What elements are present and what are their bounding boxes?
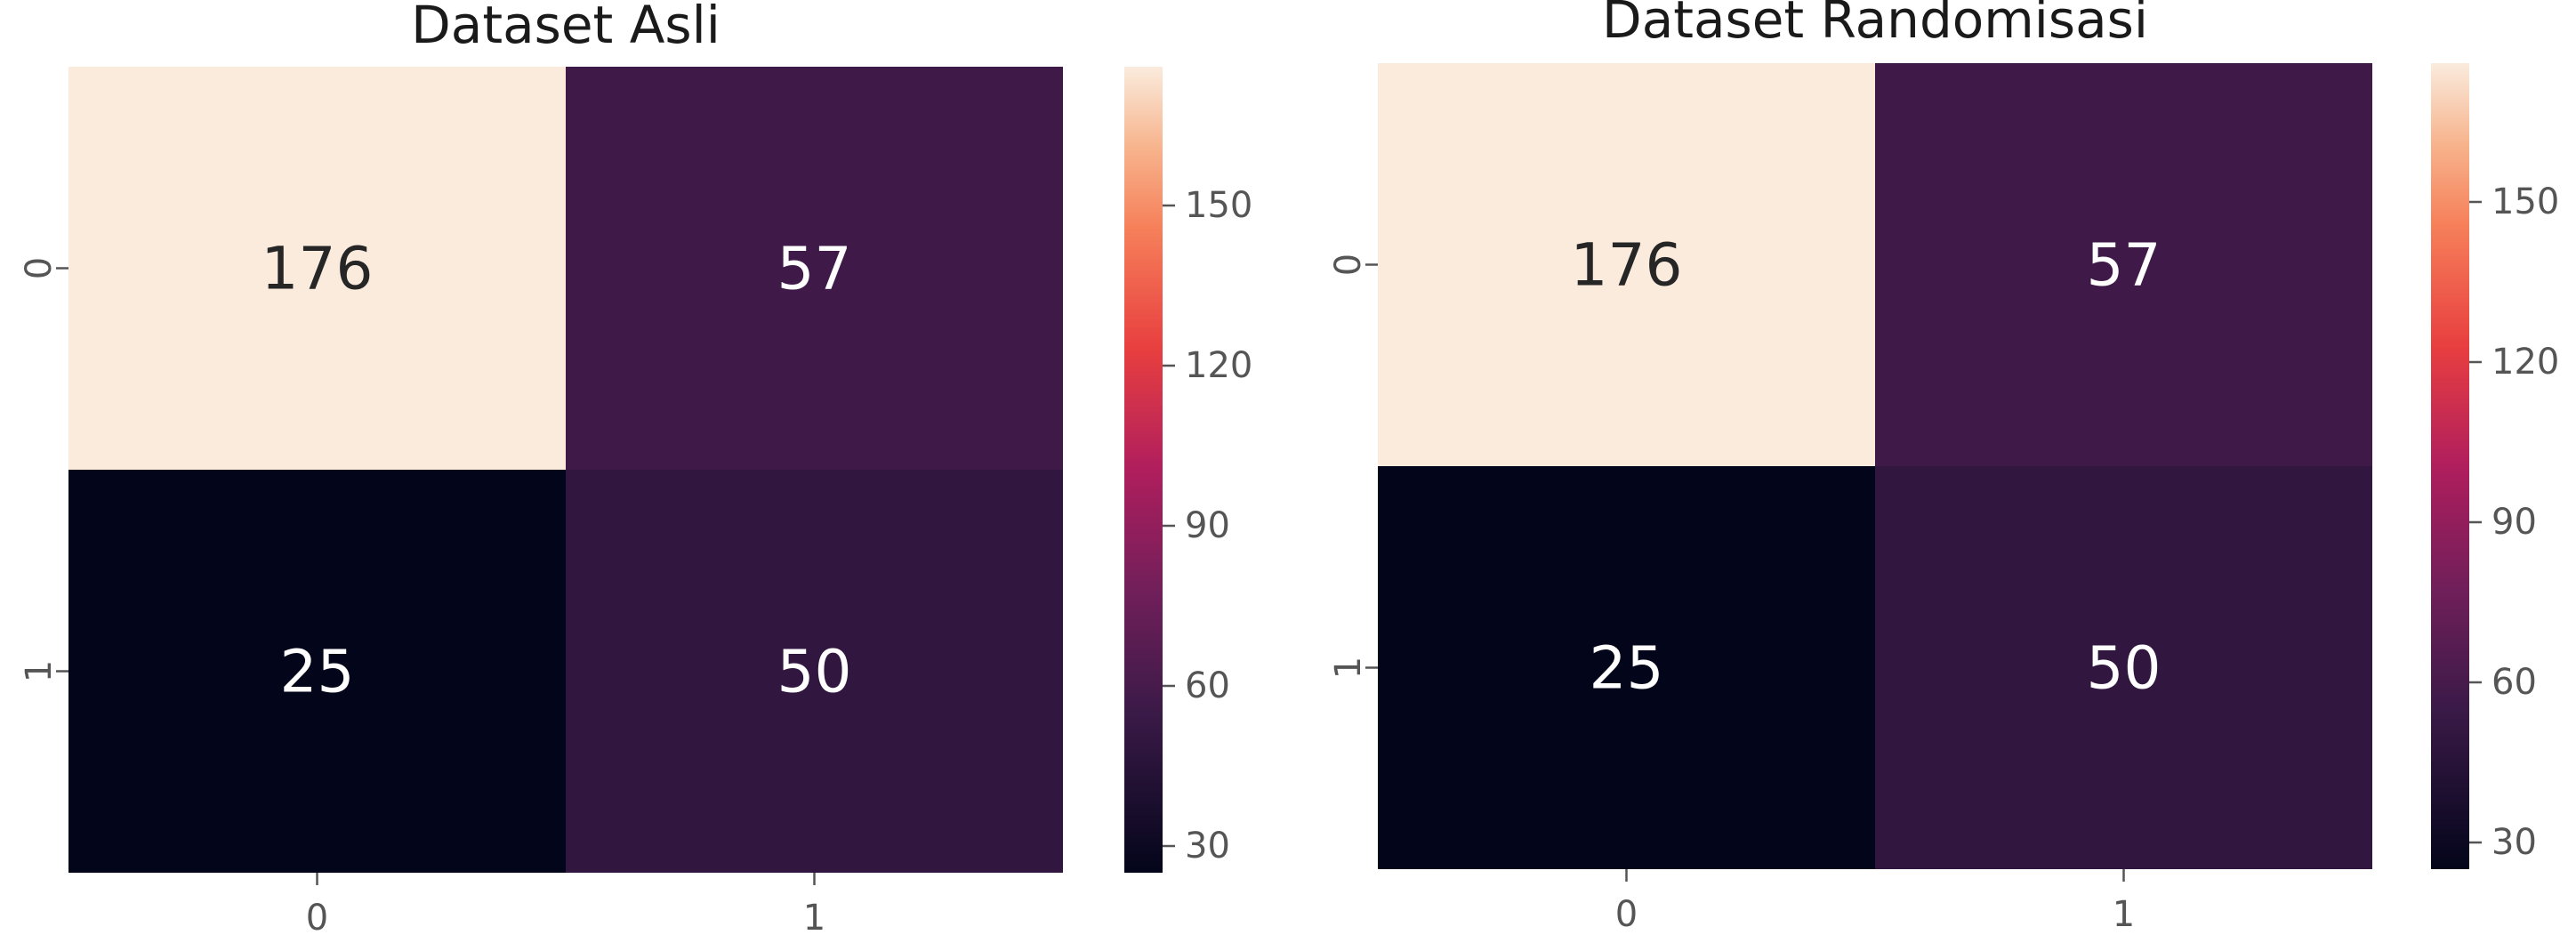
colorbar-tick-label: 60: [2491, 662, 2537, 703]
colorbar-tick-label: 60: [1185, 665, 1230, 706]
heatmap-panel-1: Dataset Randomisasi 176 57 25 50 0 1 0 1 30 60 90 12…: [1328, 0, 2559, 935]
x-tick-label: 0: [1615, 894, 1638, 935]
colorbar-tick-label: 30: [2491, 822, 2537, 863]
colorbar-tick-label: 90: [1185, 505, 1230, 546]
x-tick-label: 1: [803, 898, 825, 939]
y-tick-label: 1: [19, 660, 60, 682]
cell-value-label: 50: [2087, 634, 2161, 703]
y-tick-label: 0: [1328, 254, 1369, 276]
cell-value-label: 57: [2087, 231, 2161, 300]
heatmap-cell-r1-c0: [1378, 466, 1875, 869]
chart-title: Dataset Asli: [411, 0, 720, 55]
cell-value-label: 50: [777, 638, 852, 706]
heatmap-cell-r1-c1: [566, 470, 1063, 873]
heatmap-cell-r0-c1: [566, 67, 1063, 470]
cell-value-label: 25: [280, 638, 355, 706]
x-tick-label: 0: [306, 898, 328, 939]
colorbar-tick-label: 150: [2491, 181, 2559, 222]
heatmap-cell-r1-c0: [68, 470, 566, 873]
colorbar-tick-label: 120: [2491, 342, 2559, 383]
colorbar: [2431, 63, 2469, 869]
colorbar-tick-label: 30: [1185, 826, 1230, 866]
y-tick-label: 0: [19, 257, 60, 279]
cell-value-label: 57: [777, 235, 852, 303]
heatmap-cell-r0-c0: [1378, 63, 1875, 466]
heatmap-panel-0: Dataset Asli 176 57 25 50 0 1 0 1 30 60 90 120 150: [19, 0, 1252, 939]
heatmap-cell-r1-c1: [1875, 466, 2372, 869]
cell-value-label: 25: [1590, 634, 1664, 703]
colorbar-tick-label: 90: [2491, 502, 2537, 543]
y-tick-label: 1: [1328, 657, 1369, 679]
chart-title: Dataset Randomisasi: [1602, 0, 2148, 50]
heatmap-cell-r0-c0: [68, 67, 566, 470]
colorbar-tick-label: 120: [1185, 345, 1252, 386]
colorbar: [1124, 67, 1163, 873]
colorbar-tick-label: 150: [1185, 185, 1252, 226]
cell-value-label: 176: [1571, 231, 1683, 300]
heatmap-cell-r0-c1: [1875, 63, 2372, 466]
cell-value-label: 176: [262, 235, 374, 303]
x-tick-label: 1: [2113, 894, 2135, 935]
